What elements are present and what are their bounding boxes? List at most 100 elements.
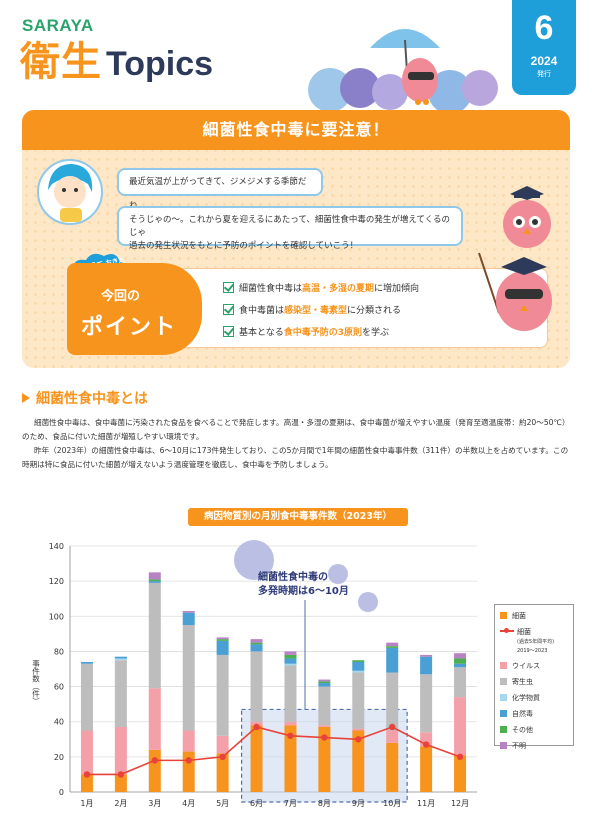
- line-point: [321, 734, 328, 741]
- bar-segment: [284, 725, 297, 792]
- hydrangea-owl-illustration: [308, 29, 498, 110]
- bar-segment: [148, 572, 161, 580]
- bar-segment: [216, 640, 229, 655]
- points-list: 細菌性食中毒は 高温・多湿の夏期 に増加傾向 食中毒菌は 感染型・毒素型 に分類される …: [223, 281, 419, 347]
- bar-segment: [182, 611, 195, 613]
- owl-sunglasses-icon: [478, 252, 552, 331]
- chart-title: 病因物質別の月別食中毒事件数（2023年）: [188, 508, 408, 526]
- bar-segment: [318, 679, 331, 682]
- bar-segment: [114, 656, 127, 659]
- intro-panel: 細菌性食中毒に要注意！ 最近気温が上がってきて、ジメジメする季節だね そうじゃの…: [22, 110, 570, 368]
- line-point: [185, 757, 192, 764]
- bar-segment: [284, 651, 297, 655]
- x-tick-label: 9月: [352, 799, 365, 808]
- panel-heading: 細菌性食中毒に要注意！: [22, 110, 570, 150]
- bar-segment: [352, 672, 365, 729]
- x-tick-label: 11月: [417, 799, 435, 808]
- section-title: 細菌性食中毒とは: [22, 388, 148, 408]
- point-item-3: 基本となる 食中毒予防の3原則 を学ぶ: [223, 325, 419, 338]
- x-tick-label: 8月: [318, 799, 331, 808]
- legend-item-bacteria: 細菌: [500, 611, 568, 621]
- speech-line-1: そうじゃの〜。これから夏を迎えるにあたって、細菌性食中毒の発生が増えてくるのじゃ: [129, 215, 451, 238]
- x-tick-label: 4月: [182, 799, 195, 808]
- bar-segment: [284, 654, 297, 659]
- bar-segment: [182, 730, 195, 752]
- bar-segment: [318, 686, 331, 726]
- annotation-line-2: 多発時期は6〜10月: [258, 584, 349, 597]
- bar-segment: [182, 751, 195, 792]
- speech-bubble-girl: 最近気温が上がってきて、ジメジメする季節だね: [117, 168, 323, 211]
- bar-segment: [148, 749, 161, 792]
- line-point: [287, 732, 294, 739]
- legend-item-chemical: 化学物質: [500, 693, 568, 703]
- legend-item-unknown: 不明: [500, 741, 568, 751]
- bar-segment: [148, 581, 161, 583]
- bar-segment: [216, 637, 229, 640]
- legend-item-parasite: 寄生虫: [500, 677, 568, 687]
- bar-segment: [216, 753, 229, 792]
- bar-segment: [352, 730, 365, 792]
- bar-segment: [386, 730, 399, 743]
- bar-segment: [148, 688, 161, 750]
- bar-segment: [250, 644, 263, 652]
- line-point: [83, 771, 91, 778]
- issue-month: 6: [534, 9, 554, 47]
- bar-segment: [352, 670, 365, 673]
- chart-legend: 細菌 細菌 (過去5年間平均) 2019〜2023 ウイルス 寄生虫 化学物質 自…: [494, 604, 574, 750]
- germ-icon: [234, 540, 274, 580]
- bar-segment: [148, 582, 161, 689]
- line-point: [253, 723, 260, 731]
- bar-segment: [250, 721, 263, 726]
- brand-logo: SARAYA: [22, 16, 94, 35]
- bar-segment: [114, 726, 127, 775]
- bar-segment: [386, 647, 399, 673]
- x-tick-label: 7月: [284, 799, 297, 808]
- points-badge-line2: ポイント: [81, 315, 178, 340]
- bar-segment: [454, 653, 467, 659]
- x-tick-label: 2月: [114, 799, 127, 808]
- bar-segment: [454, 697, 467, 756]
- bar-segment: [386, 642, 399, 647]
- bar-segment: [454, 755, 467, 792]
- bar-segment: [420, 654, 433, 657]
- bar-segment: [182, 625, 195, 731]
- bar-segment: [318, 726, 331, 792]
- bar-segment: [114, 658, 127, 661]
- points-badge-line1: 今回の: [101, 289, 141, 304]
- girl-character-icon: [37, 159, 103, 225]
- point-item-1: 細菌性食中毒は 高温・多湿の夏期 に増加傾向: [223, 281, 419, 294]
- bar-segment: [250, 639, 263, 643]
- bar-segment: [318, 725, 331, 727]
- x-tick-label: 1月: [80, 799, 93, 808]
- bacteria-avg-line: [86, 726, 461, 776]
- bar-segment: [318, 683, 331, 687]
- speech-bubble-owl: そうじゃの〜。これから夏を迎えるにあたって、細菌性食中毒の発生が増えてくるのじゃ…: [117, 206, 463, 251]
- x-tick-label: 6月: [250, 799, 263, 808]
- bar-segment: [454, 667, 467, 698]
- title-kanji: 衛生: [20, 39, 102, 85]
- bar-segment: [284, 658, 297, 664]
- germ-icon: [328, 564, 348, 584]
- point-item-2: 食中毒菌は 感染型・毒素型 に分類される: [223, 303, 419, 316]
- y-tick-label: 120: [49, 577, 64, 586]
- title-topics: Topics: [106, 45, 214, 83]
- paragraph-1: 細菌性食中毒は、食中毒菌に汚染された食品を食べることで発症します。高温・多湿の夏…: [22, 418, 570, 441]
- line-point: [151, 757, 158, 764]
- bar-segment: [454, 663, 467, 668]
- line-point: [422, 741, 430, 748]
- monthly-foodpoisoning-chart: 0 20 40 60 80 100 120 140 事件数（件） 細菌性食中毒の多発時期は6〜10…: [31, 540, 477, 808]
- checkbox-icon: [223, 282, 234, 293]
- legend-item-other: その他: [500, 725, 568, 735]
- speech-line-2: 過去の発生状況をもとに予防のポイントを確認していこう！: [129, 241, 359, 251]
- issue-tab: 6 2024 発行: [512, 0, 576, 95]
- y-tick-label: 0: [59, 788, 64, 797]
- checkbox-icon: [223, 304, 234, 315]
- y-tick-label: 40: [54, 718, 64, 727]
- bar-segment: [80, 661, 93, 664]
- x-tick-label: 10月: [383, 799, 401, 808]
- owl-professor-icon: [503, 186, 551, 248]
- y-tick-label: 140: [49, 542, 64, 551]
- bar-segment: [352, 728, 365, 731]
- legend-item-natural-toxin: 自然毒: [500, 709, 568, 719]
- line-point: [355, 736, 362, 743]
